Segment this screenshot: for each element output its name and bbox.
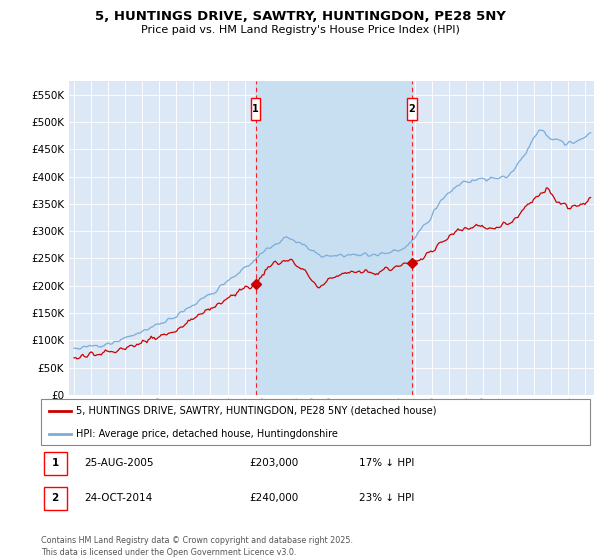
Text: £240,000: £240,000 — [250, 493, 299, 503]
FancyBboxPatch shape — [44, 452, 67, 475]
FancyBboxPatch shape — [251, 97, 260, 120]
Text: 23% ↓ HPI: 23% ↓ HPI — [359, 493, 415, 503]
Text: £203,000: £203,000 — [250, 459, 299, 468]
Text: 25-AUG-2005: 25-AUG-2005 — [85, 459, 154, 468]
FancyBboxPatch shape — [44, 487, 67, 510]
Text: 2: 2 — [409, 104, 415, 114]
Text: 24-OCT-2014: 24-OCT-2014 — [85, 493, 153, 503]
Text: 1: 1 — [52, 459, 59, 468]
Bar — [256, 81, 412, 395]
Text: 5, HUNTINGS DRIVE, SAWTRY, HUNTINGDON, PE28 5NY (detached house): 5, HUNTINGS DRIVE, SAWTRY, HUNTINGDON, P… — [76, 406, 437, 416]
FancyBboxPatch shape — [41, 399, 590, 445]
Text: Contains HM Land Registry data © Crown copyright and database right 2025.
This d: Contains HM Land Registry data © Crown c… — [41, 536, 353, 557]
Text: 2: 2 — [52, 493, 59, 503]
Text: 1: 1 — [252, 104, 259, 114]
FancyBboxPatch shape — [407, 97, 417, 120]
Text: Price paid vs. HM Land Registry's House Price Index (HPI): Price paid vs. HM Land Registry's House … — [140, 25, 460, 35]
Text: HPI: Average price, detached house, Huntingdonshire: HPI: Average price, detached house, Hunt… — [76, 429, 338, 438]
Text: 17% ↓ HPI: 17% ↓ HPI — [359, 459, 415, 468]
Text: 5, HUNTINGS DRIVE, SAWTRY, HUNTINGDON, PE28 5NY: 5, HUNTINGS DRIVE, SAWTRY, HUNTINGDON, P… — [95, 10, 505, 23]
